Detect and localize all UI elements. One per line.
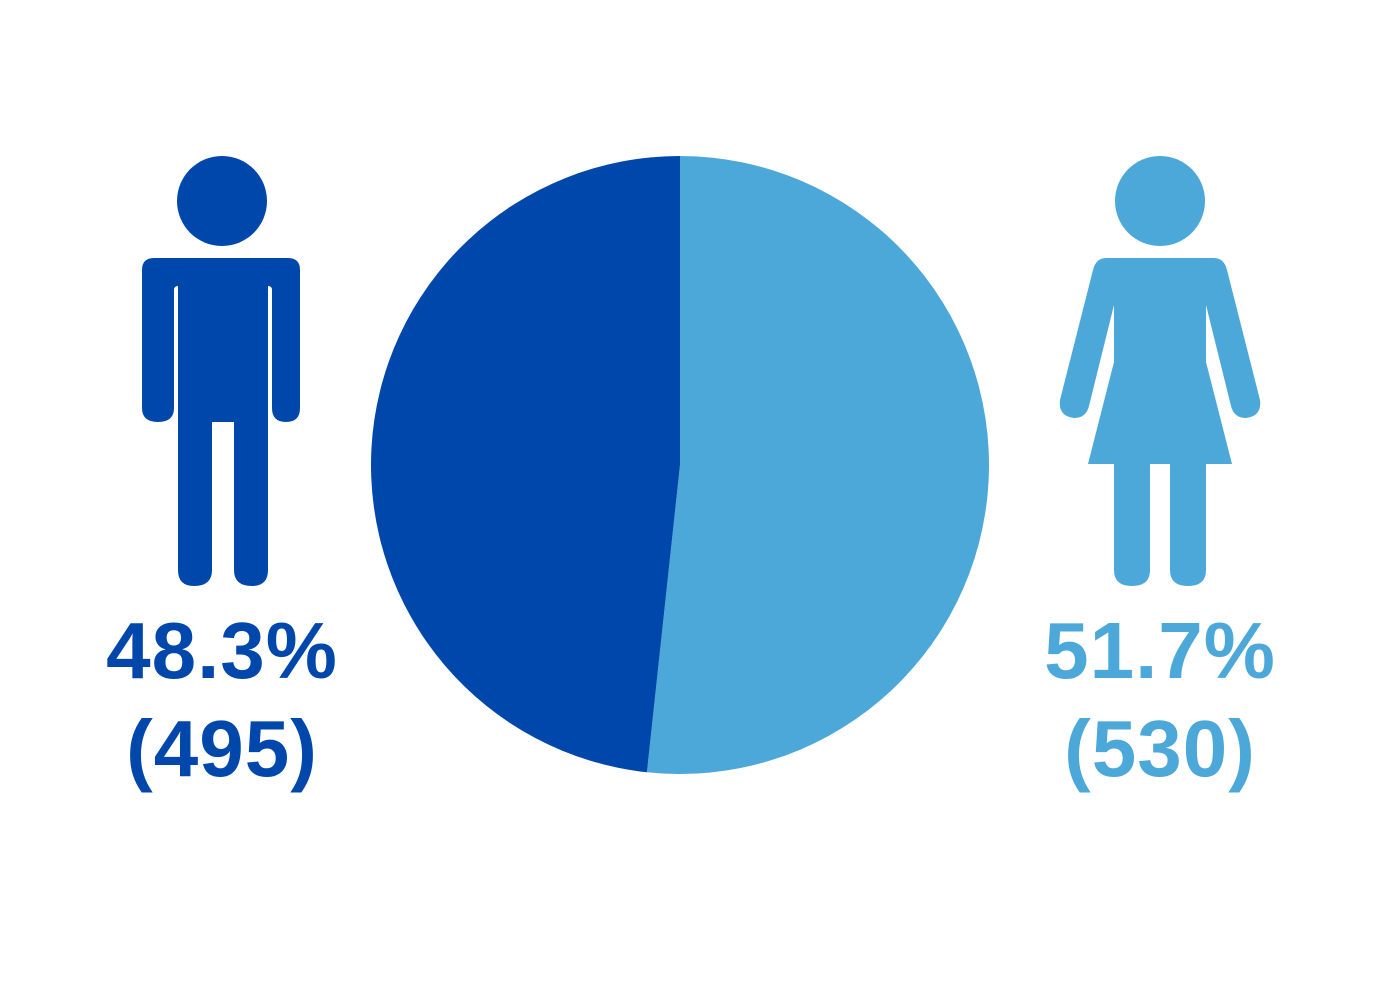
- male-percent-label: 48.3%: [106, 606, 338, 695]
- male-stat: 48.3% (495): [62, 602, 382, 798]
- female-percent-label: 51.7%: [1044, 606, 1276, 695]
- male-count-label: (495): [126, 704, 318, 793]
- pie-chart: [370, 156, 989, 774]
- pie-slice-male: [370, 156, 680, 773]
- pie-slice-female: [646, 156, 989, 774]
- male-figure-icon: [142, 156, 300, 586]
- female-count-label: (530): [1064, 704, 1256, 793]
- female-stat: 51.7% (530): [1000, 602, 1320, 798]
- female-figure-icon: [1059, 156, 1261, 586]
